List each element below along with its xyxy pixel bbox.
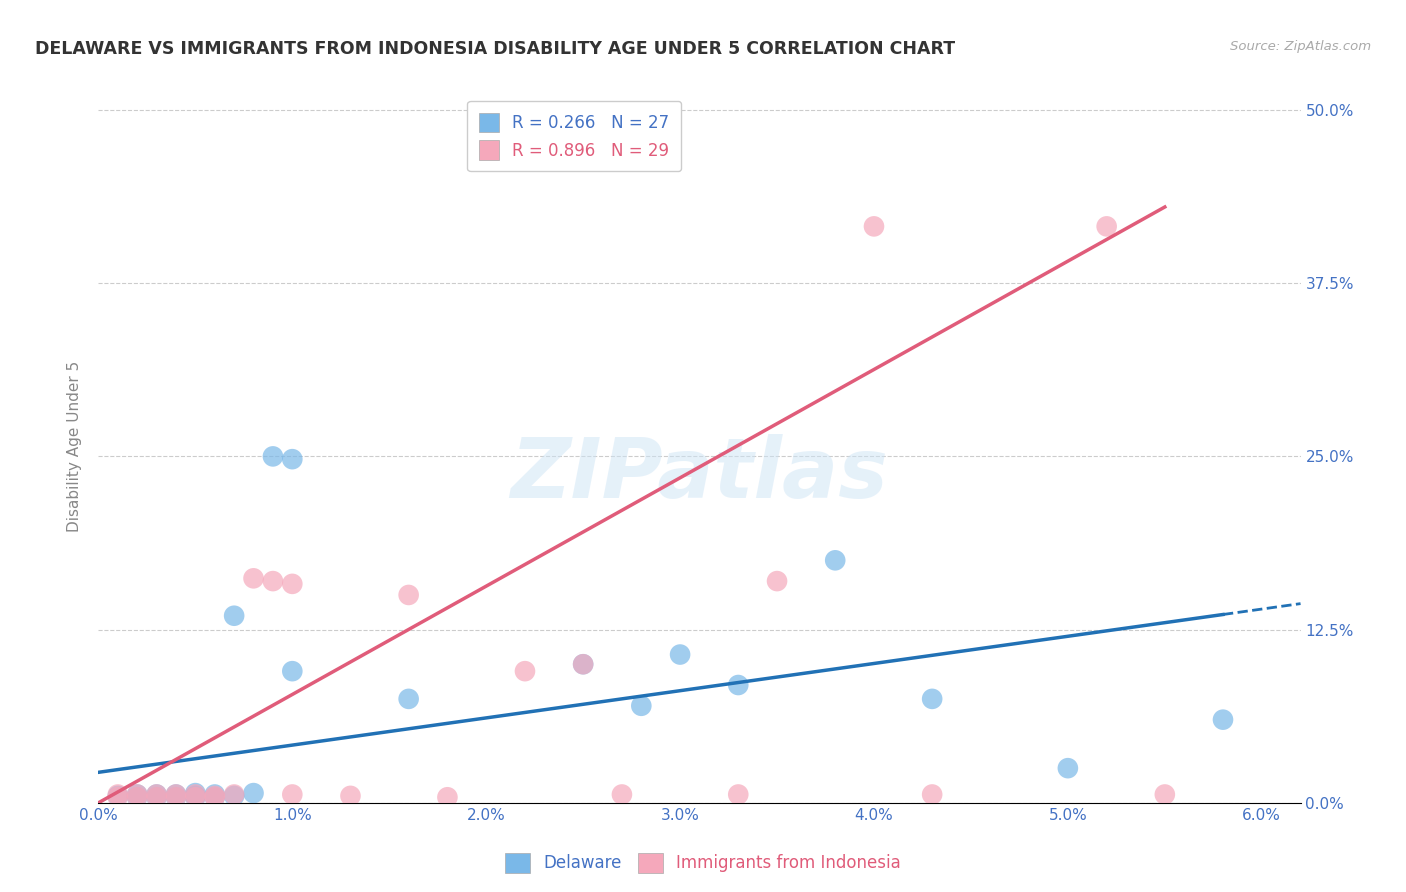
Point [145, 790, 167, 805]
Point [184, 790, 207, 805]
Point [921, 691, 943, 706]
Point [204, 790, 226, 805]
Point [1153, 788, 1175, 802]
Text: Source: ZipAtlas.com: Source: ZipAtlas.com [1230, 40, 1371, 54]
Point [165, 788, 187, 802]
Point [727, 678, 749, 692]
Point [572, 657, 595, 672]
Point [669, 648, 692, 662]
Point [127, 790, 149, 805]
Point [127, 788, 149, 802]
Point [145, 788, 167, 802]
Point [107, 790, 129, 805]
Point [572, 657, 595, 672]
Point [127, 788, 149, 802]
Point [281, 664, 304, 678]
Point [107, 789, 129, 803]
Point [165, 790, 187, 805]
Point [204, 790, 226, 805]
Point [921, 788, 943, 802]
Point [184, 788, 207, 802]
Point [145, 790, 167, 805]
Point [281, 788, 304, 802]
Point [610, 788, 633, 802]
Point [204, 789, 226, 803]
Text: DELAWARE VS IMMIGRANTS FROM INDONESIA DISABILITY AGE UNDER 5 CORRELATION CHART: DELAWARE VS IMMIGRANTS FROM INDONESIA DI… [35, 40, 955, 58]
Point [184, 790, 207, 805]
Point [145, 788, 167, 802]
Point [242, 786, 264, 800]
Point [127, 790, 149, 805]
Point [1095, 219, 1118, 234]
Point [165, 788, 187, 802]
Point [224, 608, 246, 623]
Point [184, 786, 207, 800]
Point [242, 571, 264, 585]
Point [630, 698, 652, 713]
Point [204, 788, 226, 802]
Point [1212, 713, 1234, 727]
Point [262, 450, 284, 464]
Legend: Delaware, Immigrants from Indonesia: Delaware, Immigrants from Indonesia [498, 847, 908, 880]
Point [436, 790, 458, 805]
Point [863, 219, 886, 234]
Point [1057, 761, 1080, 775]
Point [339, 789, 361, 803]
Point [184, 789, 207, 803]
Point [224, 788, 246, 802]
Text: ZIPatlas: ZIPatlas [510, 434, 889, 515]
Point [281, 577, 304, 591]
Point [165, 790, 187, 805]
Point [513, 664, 536, 678]
Legend: R = 0.266   N = 27, R = 0.896   N = 29: R = 0.266 N = 27, R = 0.896 N = 29 [467, 101, 681, 171]
Point [824, 553, 846, 567]
Point [107, 788, 129, 802]
Point [281, 452, 304, 467]
Y-axis label: Disability Age Under 5: Disability Age Under 5 [67, 360, 83, 532]
Point [766, 574, 789, 588]
Point [262, 574, 284, 588]
Point [398, 588, 420, 602]
Point [727, 788, 749, 802]
Point [398, 691, 420, 706]
Point [224, 789, 246, 803]
